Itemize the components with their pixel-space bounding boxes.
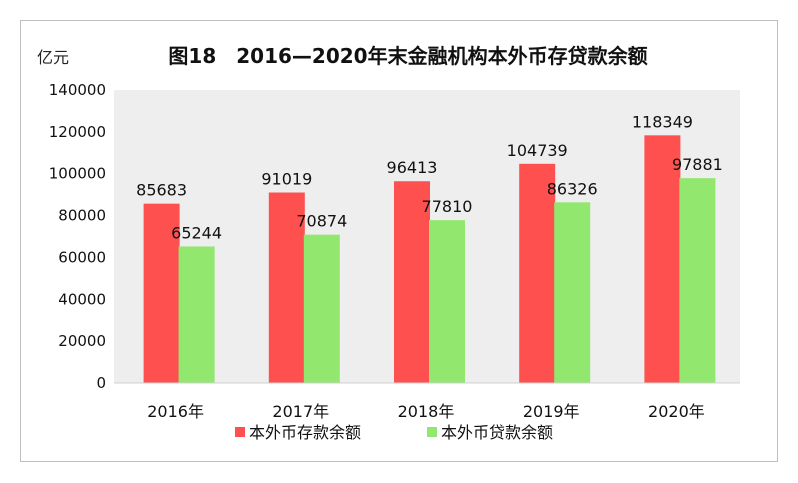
legend-label: 本外币存款余额: [249, 423, 361, 442]
x-category-label: 2019年: [523, 402, 580, 421]
bar-deposit: [143, 203, 180, 383]
data-label: 70874: [296, 212, 347, 231]
y-tick-label: 80000: [58, 207, 106, 225]
y-tick-label: 20000: [58, 332, 106, 350]
legend-label: 本外币贷款余额: [441, 423, 553, 442]
data-label: 77810: [422, 197, 473, 216]
data-label: 91019: [261, 170, 312, 189]
bar-deposit: [644, 135, 681, 383]
bar-loan: [554, 202, 591, 383]
data-label: 86326: [547, 179, 598, 198]
y-tick-label: 40000: [58, 290, 106, 308]
x-category-label: 2016年: [147, 402, 204, 421]
chart-frame: 图18 2016—2020年末金融机构本外币存贷款余额 亿元 0 20000 400…: [20, 20, 778, 462]
legend-swatch: [427, 427, 437, 437]
bar-loan: [679, 178, 716, 383]
y-tick-label: 100000: [49, 165, 106, 183]
data-label: 118349: [632, 112, 693, 131]
y-tick-label: 140000: [49, 81, 106, 99]
data-label: 104739: [507, 141, 568, 160]
y-tick-label: 60000: [58, 248, 106, 266]
y-axis-unit: 亿元: [37, 48, 69, 67]
bar-chart: 图18 2016—2020年末金融机构本外币存贷款余额 亿元 0 20000 400…: [37, 44, 740, 442]
data-label: 97881: [672, 155, 723, 174]
x-category-label: 2017年: [272, 402, 329, 421]
bar-deposit: [519, 163, 556, 383]
data-label: 85683: [136, 181, 187, 200]
data-label: 65244: [171, 223, 222, 242]
bar-deposit: [394, 181, 430, 383]
x-category-label: 2020年: [648, 402, 705, 421]
chart-title: 图18 2016—2020年末金融机构本外币存贷款余额: [168, 44, 647, 68]
x-category-label: 2018年: [398, 402, 455, 421]
y-tick-label: 0: [96, 374, 106, 392]
bar-loan: [178, 246, 215, 383]
bar-deposit: [268, 192, 305, 383]
bar-loan: [429, 220, 465, 383]
data-label: 96413: [387, 158, 438, 177]
bar-loan: [303, 234, 340, 383]
y-tick-label: 120000: [49, 123, 106, 141]
legend-swatch: [235, 427, 245, 437]
legend: 本外币存款余额 本外币贷款余额: [235, 423, 553, 442]
